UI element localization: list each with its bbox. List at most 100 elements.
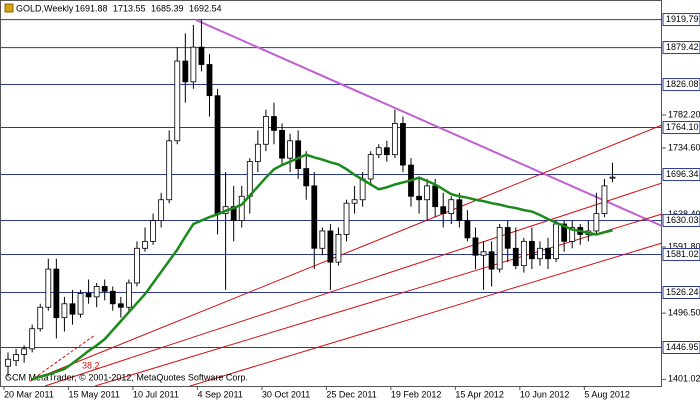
candle-body — [126, 282, 132, 308]
candle-body — [520, 240, 527, 267]
level-label: 1526.24 — [666, 287, 699, 297]
candle-body — [37, 306, 44, 330]
candle-body — [287, 140, 294, 159]
watermark: GCM MetaTrader, © 2001-2012, MetaQuotes … — [5, 372, 248, 382]
x-tick-label: 15 May 2011 — [68, 389, 119, 399]
annotation: 38.2 — [82, 360, 100, 370]
candle-body — [529, 240, 535, 260]
x-tick-label: 20 Mar 2011 — [4, 389, 54, 399]
level-label: 1764.10 — [666, 122, 699, 132]
candle-body — [263, 116, 269, 145]
level-label: 1696.34 — [666, 169, 699, 179]
candle-body — [343, 202, 350, 235]
candle-body — [295, 140, 302, 169]
candle-body — [238, 195, 245, 221]
y-tick-label: 1782.20 — [668, 109, 700, 119]
level-box — [662, 341, 700, 355]
candle-body — [383, 147, 390, 156]
x-tick-label: 5 Aug 2012 — [584, 389, 630, 399]
candle-body — [311, 185, 318, 249]
candle-body — [601, 185, 608, 215]
candle-body — [391, 123, 398, 156]
level-box — [662, 214, 700, 228]
chart-title: GOLD,Weekly — [16, 3, 74, 13]
candle-body — [21, 348, 28, 355]
header-open: 1691.88 — [75, 3, 108, 13]
candle-body — [182, 60, 189, 83]
candle-body — [319, 230, 326, 249]
trendline — [29, 124, 663, 382]
level-label: 1630.03 — [666, 215, 699, 225]
candle-body — [5, 358, 11, 367]
candle-body — [142, 240, 148, 249]
candle-body — [464, 220, 471, 239]
level-label: 1919.79 — [666, 14, 699, 24]
candle-body — [117, 303, 124, 308]
candle-body — [609, 176, 616, 179]
x-tick-label: 15 Apr 2012 — [455, 389, 504, 399]
x-tick-label: 19 Feb 2012 — [391, 389, 442, 399]
candle-body — [69, 303, 76, 315]
y-tick-label: 1401.02 — [668, 374, 700, 384]
level-label: 1879.42 — [666, 42, 699, 52]
x-tick-label: 4 Sep 2011 — [197, 389, 242, 399]
y-tick-label: 1734.60 — [668, 142, 700, 152]
candle-body — [537, 247, 543, 260]
candle-body — [85, 292, 92, 298]
candle-body — [45, 268, 52, 308]
level-label: 1446.95 — [666, 342, 699, 352]
candle-body — [335, 234, 342, 263]
level-box — [662, 168, 700, 182]
candle-body — [456, 199, 463, 221]
candle-body — [512, 247, 519, 267]
candle-body — [93, 286, 100, 298]
trendline — [44, 182, 663, 387]
x-tick-label: 25 Dec 2011 — [326, 389, 376, 399]
candle-body — [190, 46, 197, 83]
y-tick-label: 1496.50 — [668, 308, 700, 318]
candle-body — [375, 147, 382, 156]
candle-body — [77, 292, 84, 315]
candle-body — [504, 227, 511, 249]
candle-body — [174, 60, 181, 142]
candle-body — [198, 46, 205, 65]
candle-body — [303, 168, 310, 187]
candle-body — [480, 251, 487, 256]
level-box — [662, 41, 700, 55]
candle-body — [166, 140, 173, 201]
candle-body — [351, 199, 358, 204]
x-tick-label: 10 Jul 2011 — [133, 389, 179, 399]
fib-line — [29, 334, 96, 382]
candle-body — [545, 247, 551, 260]
candle-body — [230, 206, 237, 221]
trendline — [189, 242, 663, 387]
symbol-icon — [4, 3, 14, 13]
candle-body — [29, 328, 36, 350]
x-tick-label: 10 Jun 2012 — [520, 389, 570, 399]
header-low: 1685.39 — [151, 3, 184, 13]
x-tick-label: 30 Oct 2011 — [262, 389, 310, 399]
trendline — [195, 19, 663, 227]
level-box — [662, 13, 700, 27]
level-label: 1581.02 — [666, 249, 699, 259]
candle-body — [448, 199, 455, 215]
candle-body — [593, 213, 600, 232]
candle-body — [254, 143, 261, 162]
trendlines — [29, 19, 663, 387]
y-tick-label: 1591.80 — [668, 241, 700, 251]
candle-body — [569, 227, 576, 242]
candle-body — [553, 223, 559, 260]
candle-body — [246, 161, 253, 197]
candle-body — [158, 199, 165, 221]
trendline — [94, 213, 663, 387]
candle-body — [496, 227, 503, 270]
candle-body — [400, 123, 406, 166]
candle-body — [488, 251, 495, 270]
candle-body — [367, 154, 374, 180]
level-box — [662, 286, 700, 300]
candle-body — [279, 129, 285, 159]
candle-body — [101, 286, 108, 292]
candle-body — [561, 223, 568, 242]
